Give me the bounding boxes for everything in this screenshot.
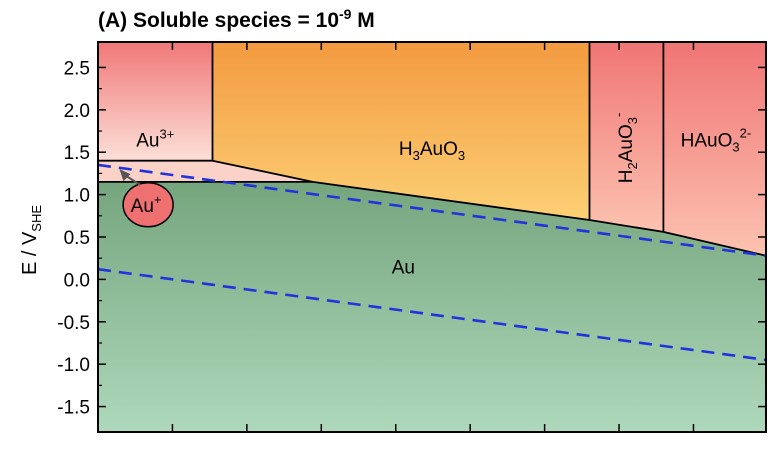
dashed-line-0: [97, 163, 767, 257]
y-axis-label-sub: SHE: [29, 205, 44, 232]
label-au3plus: Au3+: [136, 127, 174, 152]
stability-regions: [98, 42, 766, 432]
y-tick-label: 0.5: [64, 228, 90, 249]
y-tick-label: 2.0: [64, 101, 90, 122]
region-3: [663, 42, 766, 256]
label-h3auo3: H3AuO3: [399, 139, 465, 163]
y-tick-label: -1.5: [57, 398, 90, 419]
phase-boundaries: [98, 42, 767, 257]
y-tick-label: -0.5: [57, 313, 90, 334]
au-plus-callout: Au+: [119, 169, 174, 228]
y-tick-label: 2.5: [64, 58, 90, 79]
chart-title: (A) Soluble species = 10-9 M: [98, 6, 375, 32]
callout-arrow-head: [119, 169, 131, 182]
y-tick-label: 0.0: [64, 270, 90, 291]
callout-label: Au+: [131, 192, 162, 217]
label-h2auo3minus: H2AuO3-: [611, 113, 640, 184]
y-axis: 2.5 2.0 1.5 1.0 0.5 0.0 -0.5 -1.0 -1.5: [57, 58, 766, 419]
x-axis: [97, 42, 767, 432]
chart-title-main: (A) Soluble species = 10: [98, 9, 339, 32]
dashed-line-1: [97, 267, 767, 362]
label-au: Au: [392, 258, 415, 279]
callout-circle: [122, 182, 174, 228]
region-2: [589, 42, 664, 232]
chart-title-suffix: M: [351, 9, 374, 32]
region-4: [98, 160, 313, 182]
y-axis-label-main: E / V: [19, 231, 41, 275]
y-tick-label: 1.0: [64, 186, 90, 207]
water-stability-lines: [97, 163, 767, 362]
label-hauo3-2minus: HAuO32-: [681, 126, 752, 155]
chart-title-exponent: -9: [339, 6, 352, 22]
y-tick-label: 1.5: [64, 143, 90, 164]
y-axis-label: E / VSHE: [19, 205, 44, 275]
region-0: [98, 42, 213, 161]
region-5: [98, 181, 766, 432]
region-1: [212, 42, 590, 220]
y-tick-label: -1.0: [57, 355, 90, 376]
region-labels: Au3+ H3AuO3 H2AuO3- HAuO32- Au: [136, 113, 751, 279]
